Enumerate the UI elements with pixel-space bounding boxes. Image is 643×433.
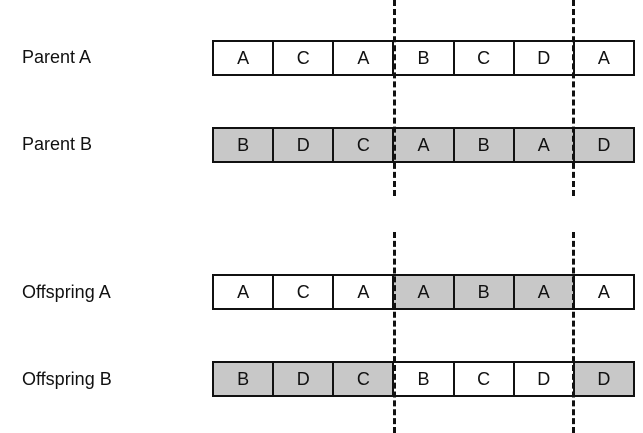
gene-cell: D — [514, 363, 575, 395]
gene-cell: A — [514, 276, 575, 308]
row-label-offspring-a: Offspring A — [22, 282, 111, 302]
gene-cell: B — [394, 42, 455, 74]
row-label-offspring-b: Offspring B — [22, 369, 112, 389]
gene-cell: A — [394, 276, 455, 308]
crossover-point-1-upper — [393, 0, 396, 196]
gene-cell: B — [214, 129, 275, 161]
row-label-parent-a: Parent A — [22, 47, 92, 67]
crossover-point-2-lower — [572, 232, 575, 433]
gene-cell: D — [514, 42, 575, 74]
gene-cell: C — [274, 276, 335, 308]
gene-cell: B — [394, 363, 455, 395]
gene-cell: C — [334, 363, 395, 395]
crossover-point-2-upper — [572, 0, 575, 196]
gene-cell: B — [454, 276, 515, 308]
gene-cell: C — [454, 42, 515, 74]
gene-cell: D — [274, 363, 335, 395]
gene-cell: A — [214, 276, 275, 308]
gene-cell: A — [334, 276, 395, 308]
gene-cell: D — [574, 129, 633, 161]
gene-cell: A — [214, 42, 275, 74]
gene-cell: A — [514, 129, 575, 161]
crossover-point-1-lower — [393, 232, 396, 433]
gene-cell: C — [334, 129, 395, 161]
gene-cell: A — [574, 42, 633, 74]
gene-cell: C — [274, 42, 335, 74]
gene-cell: B — [454, 129, 515, 161]
gene-cell: A — [394, 129, 455, 161]
gene-cell: C — [454, 363, 515, 395]
gene-cell: D — [274, 129, 335, 161]
gene-cell: A — [334, 42, 395, 74]
row-label-parent-b: Parent B — [22, 134, 93, 154]
gene-cell: B — [214, 363, 275, 395]
gene-cell: D — [574, 363, 633, 395]
gene-cell: A — [574, 276, 633, 308]
